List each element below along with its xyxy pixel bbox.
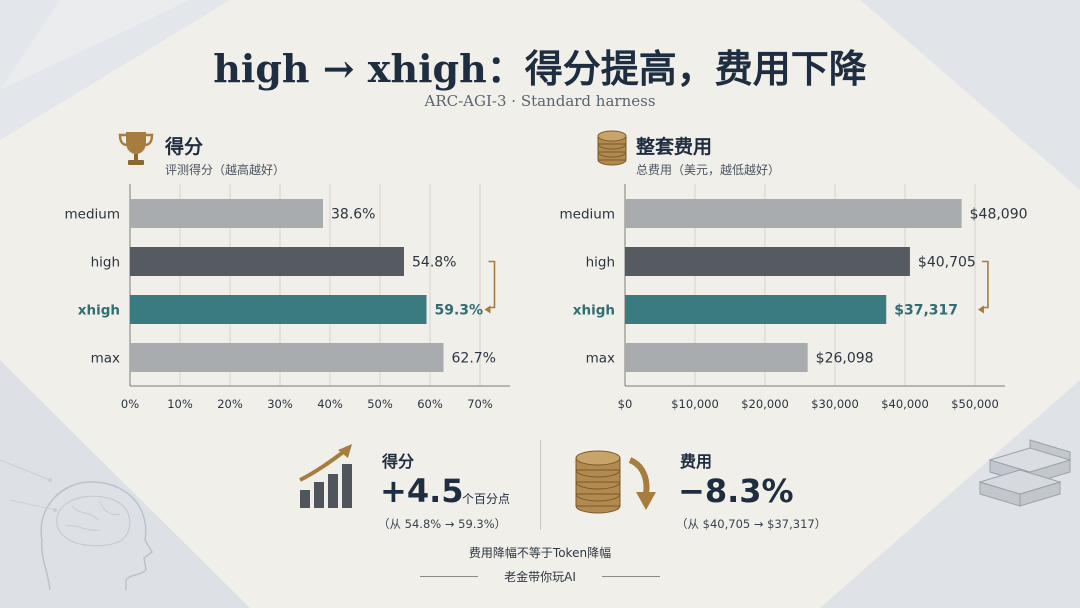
cost-bar-chart: $0 $10,000 $20,000 $30,000 $40,000 $50,000 med… xyxy=(525,182,1028,412)
score-x-tick-label: 70% xyxy=(467,397,493,411)
cost-chart-subtitle: 总费用（美元，越低越好） xyxy=(636,163,781,177)
score-chart-title: 得分 xyxy=(165,136,204,158)
score-bar-medium xyxy=(130,199,323,228)
brain-illustration xyxy=(0,459,153,590)
score-bar-high xyxy=(130,247,404,276)
score-x-tick-label: 30% xyxy=(267,397,293,411)
score-bar-xhigh xyxy=(130,295,427,324)
score-category-label: xhigh xyxy=(78,303,120,319)
cost-chart-title: 整套费用 xyxy=(636,136,713,158)
score-section-header: 得分 评测得分（越高越好） xyxy=(165,132,285,178)
score-kpi-value: +4.5 xyxy=(380,472,464,510)
footer-note: 费用降幅不等于Token降幅 xyxy=(468,546,612,560)
score-kpi-label: 得分 xyxy=(382,452,415,471)
cost-bar-high xyxy=(625,247,910,276)
score-x-tick-label: 20% xyxy=(217,397,243,411)
cost-x-tick-label: $0 xyxy=(618,397,633,411)
cost-value-label: $26,098 xyxy=(816,351,874,367)
score-change-arrow xyxy=(488,260,496,309)
page-title: high → xhigh：得分提高，费用下降 xyxy=(213,46,867,91)
score-x-tick-label: 40% xyxy=(317,397,343,411)
cost-kpi-detail: （从 $40,705 → $37,317） xyxy=(676,517,827,531)
score-value-label: 38.6% xyxy=(331,207,375,223)
cost-kpi-value: −8.3% xyxy=(678,472,794,510)
cost-chart-svg: $0 $10,000 $20,000 $30,000 $40,000 $50,000 med… xyxy=(560,184,1028,411)
cost-category-label: xhigh xyxy=(573,303,615,319)
cost-category-label: high xyxy=(586,255,615,271)
kpi-divider xyxy=(540,440,541,530)
cost-value-label: $48,090 xyxy=(970,207,1028,223)
score-bar-max xyxy=(130,343,444,372)
score-value-label: 62.7% xyxy=(452,351,496,367)
cost-value-label: $37,317 xyxy=(894,303,958,319)
score-category-label: max xyxy=(91,351,120,367)
cost-bar-medium xyxy=(625,199,962,228)
cost-section-header: 整套费用 总费用（美元，越低越好） xyxy=(636,132,780,178)
author-name: 老金带你玩AI xyxy=(504,570,576,584)
server-illustration xyxy=(978,439,1072,507)
score-category-label: medium xyxy=(65,207,120,223)
score-category-label: high xyxy=(91,255,120,271)
score-x-tick-label: 50% xyxy=(367,397,393,411)
growth-bars-icon xyxy=(299,444,352,508)
cost-category-label: medium xyxy=(560,207,615,223)
score-chart-svg: 0% 10% 20% 30% 40% 50% 60% 70% medium 38.6% high 54… xyxy=(65,184,510,411)
cost-x-tick-label: $30,000 xyxy=(811,397,859,411)
cost-x-tick-label: $20,000 xyxy=(741,397,789,411)
author-line-right xyxy=(602,576,660,577)
cost-value-label: $40,705 xyxy=(918,255,976,271)
score-value-label: 59.3% xyxy=(435,303,484,319)
cost-change-arrow xyxy=(981,260,989,309)
score-x-tick-label: 0% xyxy=(121,397,139,411)
coins-down-icon xyxy=(575,450,656,514)
page-subtitle: ARC-AGI-3 · Standard harness xyxy=(424,92,656,110)
score-kpi-detail: （从 54.8% → 59.3%） xyxy=(378,517,507,531)
cost-bar-xhigh xyxy=(625,295,887,324)
score-x-tick-label: 10% xyxy=(167,397,193,411)
coin-stack-icon xyxy=(597,130,627,166)
score-value-label: 54.8% xyxy=(412,255,456,271)
cost-bar-max xyxy=(625,343,808,372)
score-bar-chart: 0% 10% 20% 30% 40% 50% 60% 70% medium 38.6% high 54… xyxy=(30,182,530,412)
score-kpi-unit: 个百分点 xyxy=(462,492,511,506)
author-signature: 老金带你玩AI xyxy=(420,568,660,584)
cost-change-arrowhead xyxy=(977,305,984,314)
cost-kpi-label: 费用 xyxy=(680,452,713,471)
cost-x-tick-label: $10,000 xyxy=(671,397,719,411)
score-chart-subtitle: 评测得分（越高越好） xyxy=(165,163,286,177)
author-line-left xyxy=(420,576,478,577)
trophy-icon xyxy=(118,132,154,165)
cost-x-tick-label: $40,000 xyxy=(881,397,929,411)
cost-category-label: max xyxy=(586,351,615,367)
score-change-arrowhead xyxy=(484,305,491,314)
cost-x-tick-label: $50,000 xyxy=(951,397,999,411)
score-x-tick-label: 60% xyxy=(417,397,443,411)
